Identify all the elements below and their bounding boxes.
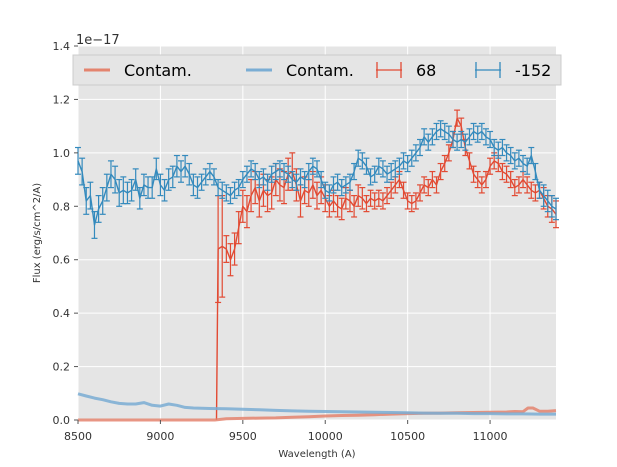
legend-label: -152 (515, 61, 551, 80)
y-tick-label: 0.6 (53, 254, 71, 267)
y-tick-label: 0.0 (53, 414, 71, 427)
y-tick-label: 1.4 (53, 40, 71, 53)
y-tick-label: 0.4 (53, 307, 71, 320)
x-tick-label: 10500 (390, 430, 425, 443)
grid (77, 45, 556, 421)
x-tick-label: 10000 (308, 430, 343, 443)
y-tick-label: 1.2 (53, 93, 71, 106)
legend-item: Contam. (246, 61, 354, 80)
y-axis-ticks: 0.0 0.2 0.4 0.6 0.8 1.0 1.2 1.4 (53, 40, 78, 427)
x-tick-label: 9500 (229, 430, 257, 443)
legend-label: Contam. (124, 61, 192, 80)
y-tick-label: 0.8 (53, 200, 71, 213)
x-axis-label: Wavelength (A) (278, 449, 355, 460)
series-152 (75, 120, 559, 239)
legend-item: Contam. (84, 61, 192, 80)
series-line (77, 392, 556, 416)
x-tick-label: 8500 (64, 430, 92, 443)
legend-item: 68 (376, 61, 436, 80)
x-axis-ticks: 8500 9000 9500 10000 10500 11000 (64, 420, 508, 443)
legend-item: -152 (475, 61, 551, 80)
series-contam (77, 392, 556, 416)
y-tick-label: 0.2 (53, 361, 71, 374)
plot-background (78, 46, 556, 420)
legend-label: 68 (416, 61, 436, 80)
x-tick-label: 11000 (473, 430, 508, 443)
y-offset-label: 1e−17 (76, 33, 120, 48)
y-tick-label: 1.0 (53, 147, 71, 160)
series-layer (75, 109, 559, 422)
legend: Contam. Contam. 68 -152 (72, 54, 562, 86)
series-line (215, 117, 557, 421)
legend-label: Contam. (286, 61, 354, 80)
x-tick-label: 9000 (146, 430, 174, 443)
y-axis-label: Flux (erg/s/cm^2/A) (32, 183, 43, 283)
